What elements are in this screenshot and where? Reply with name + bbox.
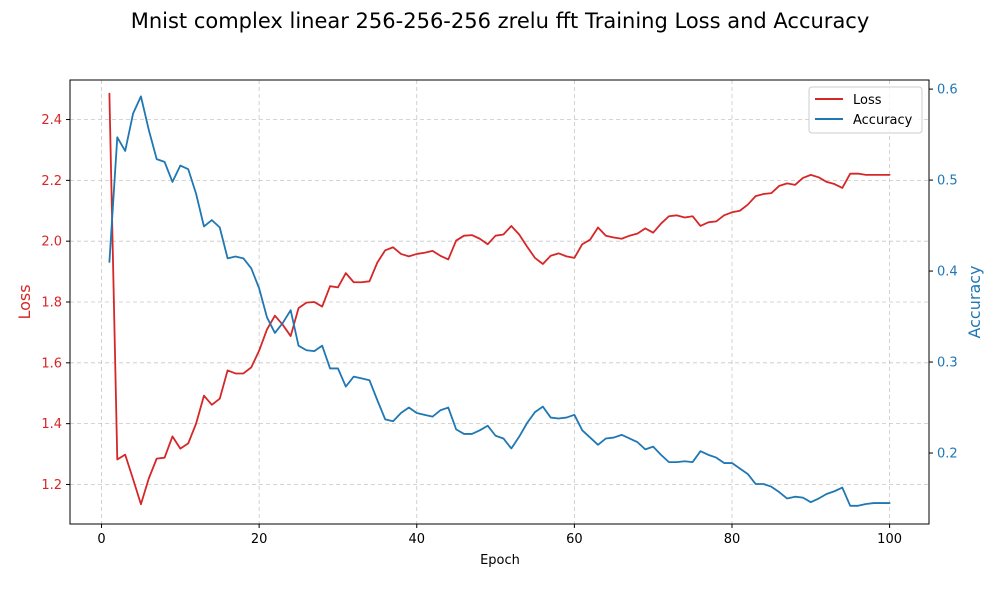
y-right-tick-label: 0.2 (937, 447, 958, 462)
x-tick-label: 0 (97, 532, 105, 547)
x-tick-label: 100 (877, 532, 902, 547)
x-tick-label: 80 (724, 532, 741, 547)
y-right-tick-label: 0.5 (937, 174, 958, 189)
y-left-tick-label: 1.2 (41, 478, 62, 493)
y-right-tick-label: 0.3 (937, 356, 958, 371)
legend-label-loss: Loss (853, 93, 882, 108)
legend: Loss Accuracy (808, 86, 923, 134)
series-lines (108, 92, 891, 507)
x-tick-label: 60 (566, 532, 583, 547)
axis-ticks: 0 20 40 60 80 100 1.2 1.4 1.6 1.8 2.0 2.2 2.4 0.2 0.3 0… (41, 83, 957, 547)
y-right-tick-label: 0.4 (937, 265, 958, 280)
loss-line (108, 92, 891, 506)
y-left-tick-label: 1.6 (41, 356, 62, 371)
y-left-tick-label: 2.2 (41, 174, 62, 189)
y-left-tick-label: 1.4 (41, 417, 62, 432)
y-axis-left-label: Loss (15, 284, 34, 319)
y-left-tick-label: 2.0 (41, 235, 62, 250)
y-left-tick-label: 1.8 (41, 296, 62, 311)
x-tick-label: 40 (408, 532, 425, 547)
accuracy-line (108, 95, 891, 507)
y-left-tick-label: 2.4 (41, 113, 62, 128)
chart-title: Mnist complex linear 256-256-256 zrelu f… (131, 9, 870, 33)
x-tick-label: 20 (251, 532, 268, 547)
x-axis-label: Epoch (480, 553, 520, 568)
y-axis-right-label: Accuracy (965, 265, 984, 338)
legend-label-accuracy: Accuracy (853, 113, 913, 128)
grid-lines (70, 80, 929, 524)
y-right-tick-label: 0.6 (937, 83, 958, 98)
